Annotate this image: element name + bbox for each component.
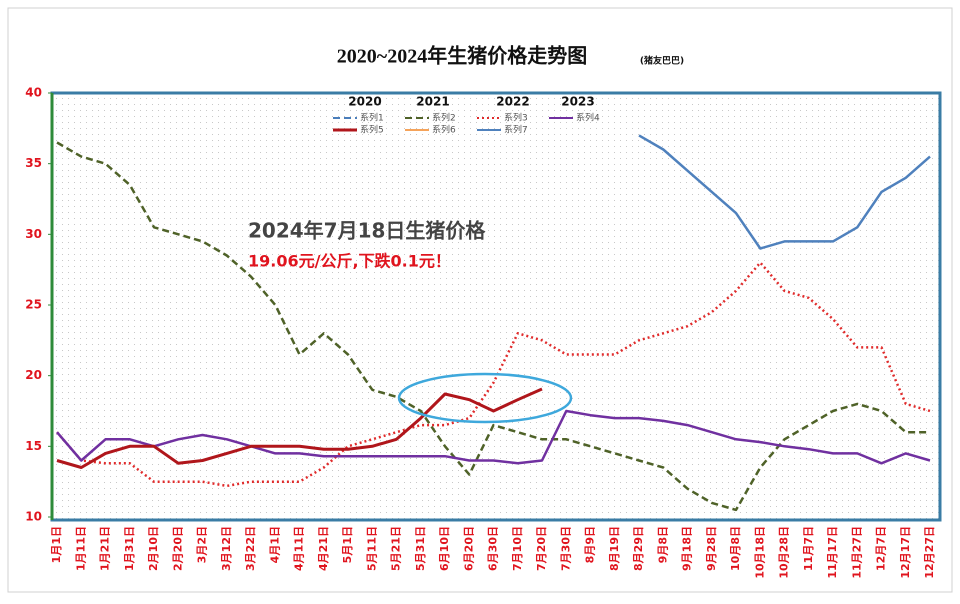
x-tick-label: 9月8日 <box>656 526 669 563</box>
y-tick-label: 20 <box>25 368 42 382</box>
x-tick-label: 7月10日 <box>511 526 524 571</box>
legend-heading: 2021 <box>416 95 449 109</box>
y-tick-label: 30 <box>25 227 42 241</box>
series-line <box>56 409 931 465</box>
x-tick-label: 10月28日 <box>778 526 791 579</box>
legend-heading: 2020 <box>348 95 381 109</box>
legend-label: 系列3 <box>504 112 528 124</box>
y-tick-label: 40 <box>25 86 42 100</box>
highlight-ellipse <box>397 372 573 424</box>
x-tick-label: 1月21日 <box>99 526 112 571</box>
x-tick-label: 3月12日 <box>220 526 233 571</box>
annotation: 2024年7月18日生猪价格 <box>248 219 486 243</box>
x-tick-label: 2月10日 <box>147 526 160 571</box>
x-tick-label: 12月27日 <box>923 526 936 579</box>
annotation: 19.06元/公斤,下跌0.1元！ <box>248 252 451 271</box>
x-tick-label: 1月31日 <box>123 526 136 571</box>
x-tick-label: 9月18日 <box>681 526 694 571</box>
x-tick-label: 1月1日 <box>50 526 63 563</box>
x-tick-label: 12月7日 <box>875 526 888 571</box>
x-tick-label: 9月28日 <box>705 526 718 571</box>
x-tick-label: 6月20日 <box>462 526 475 571</box>
x-tick-label: 8月9日 <box>584 526 597 563</box>
legend-label: 系列1 <box>360 112 384 124</box>
series-line <box>56 387 543 469</box>
x-tick-label: 10月18日 <box>753 526 766 579</box>
y-tick-label: 35 <box>25 156 42 170</box>
x-tick-label: 8月19日 <box>608 526 621 571</box>
chart-subtitle: (猪友巴巴) <box>640 55 684 67</box>
x-tick-label: 3月22日 <box>244 526 257 571</box>
legend-label: 系列5 <box>360 124 384 136</box>
series-line <box>56 261 931 488</box>
series-layer <box>56 134 931 512</box>
x-tick-label: 4月11日 <box>293 526 306 571</box>
x-tick-label: 2月20日 <box>171 526 184 571</box>
x-tick-label: 4月21日 <box>317 526 330 571</box>
x-tick-label: 5月11日 <box>365 526 378 571</box>
x-tick-label: 11月17日 <box>826 526 839 579</box>
legend-label: 系列6 <box>432 124 456 136</box>
plot-area <box>50 91 942 522</box>
y-tick-label: 15 <box>25 439 42 453</box>
x-tick-label: 3月2日 <box>196 526 209 563</box>
x-tick-label: 1月11日 <box>74 526 87 571</box>
legend-label: 系列7 <box>504 124 528 136</box>
y-tick-label: 10 <box>25 510 42 524</box>
x-tick-label: 5月1日 <box>341 526 354 563</box>
legend-label: 系列4 <box>576 112 600 124</box>
x-tick-label: 8月29日 <box>632 526 645 571</box>
x-tick-label: 7月20日 <box>535 526 548 571</box>
x-tick-label: 6月30日 <box>487 526 500 571</box>
x-tick-label: 5月31日 <box>414 526 427 571</box>
x-tick-label: 10月8日 <box>729 526 742 571</box>
x-tick-label: 5月21日 <box>390 526 403 571</box>
legend-heading: 2022 <box>496 95 529 109</box>
x-tick-label: 4月1日 <box>268 526 281 563</box>
series-line <box>638 134 931 250</box>
chart-title: 2020~2024年生猪价格走势图 <box>337 44 587 68</box>
y-tick-label: 25 <box>25 298 42 312</box>
x-tick-label: 12月17日 <box>899 526 912 579</box>
x-tick-label: 7月30日 <box>559 526 572 571</box>
x-tick-label: 6月10日 <box>438 526 451 571</box>
x-tick-label: 11月7日 <box>802 526 815 571</box>
x-tick-label: 11月27日 <box>850 526 863 579</box>
legend-label: 系列2 <box>432 112 456 124</box>
legend-heading: 2023 <box>561 95 594 109</box>
series-line <box>56 141 930 512</box>
